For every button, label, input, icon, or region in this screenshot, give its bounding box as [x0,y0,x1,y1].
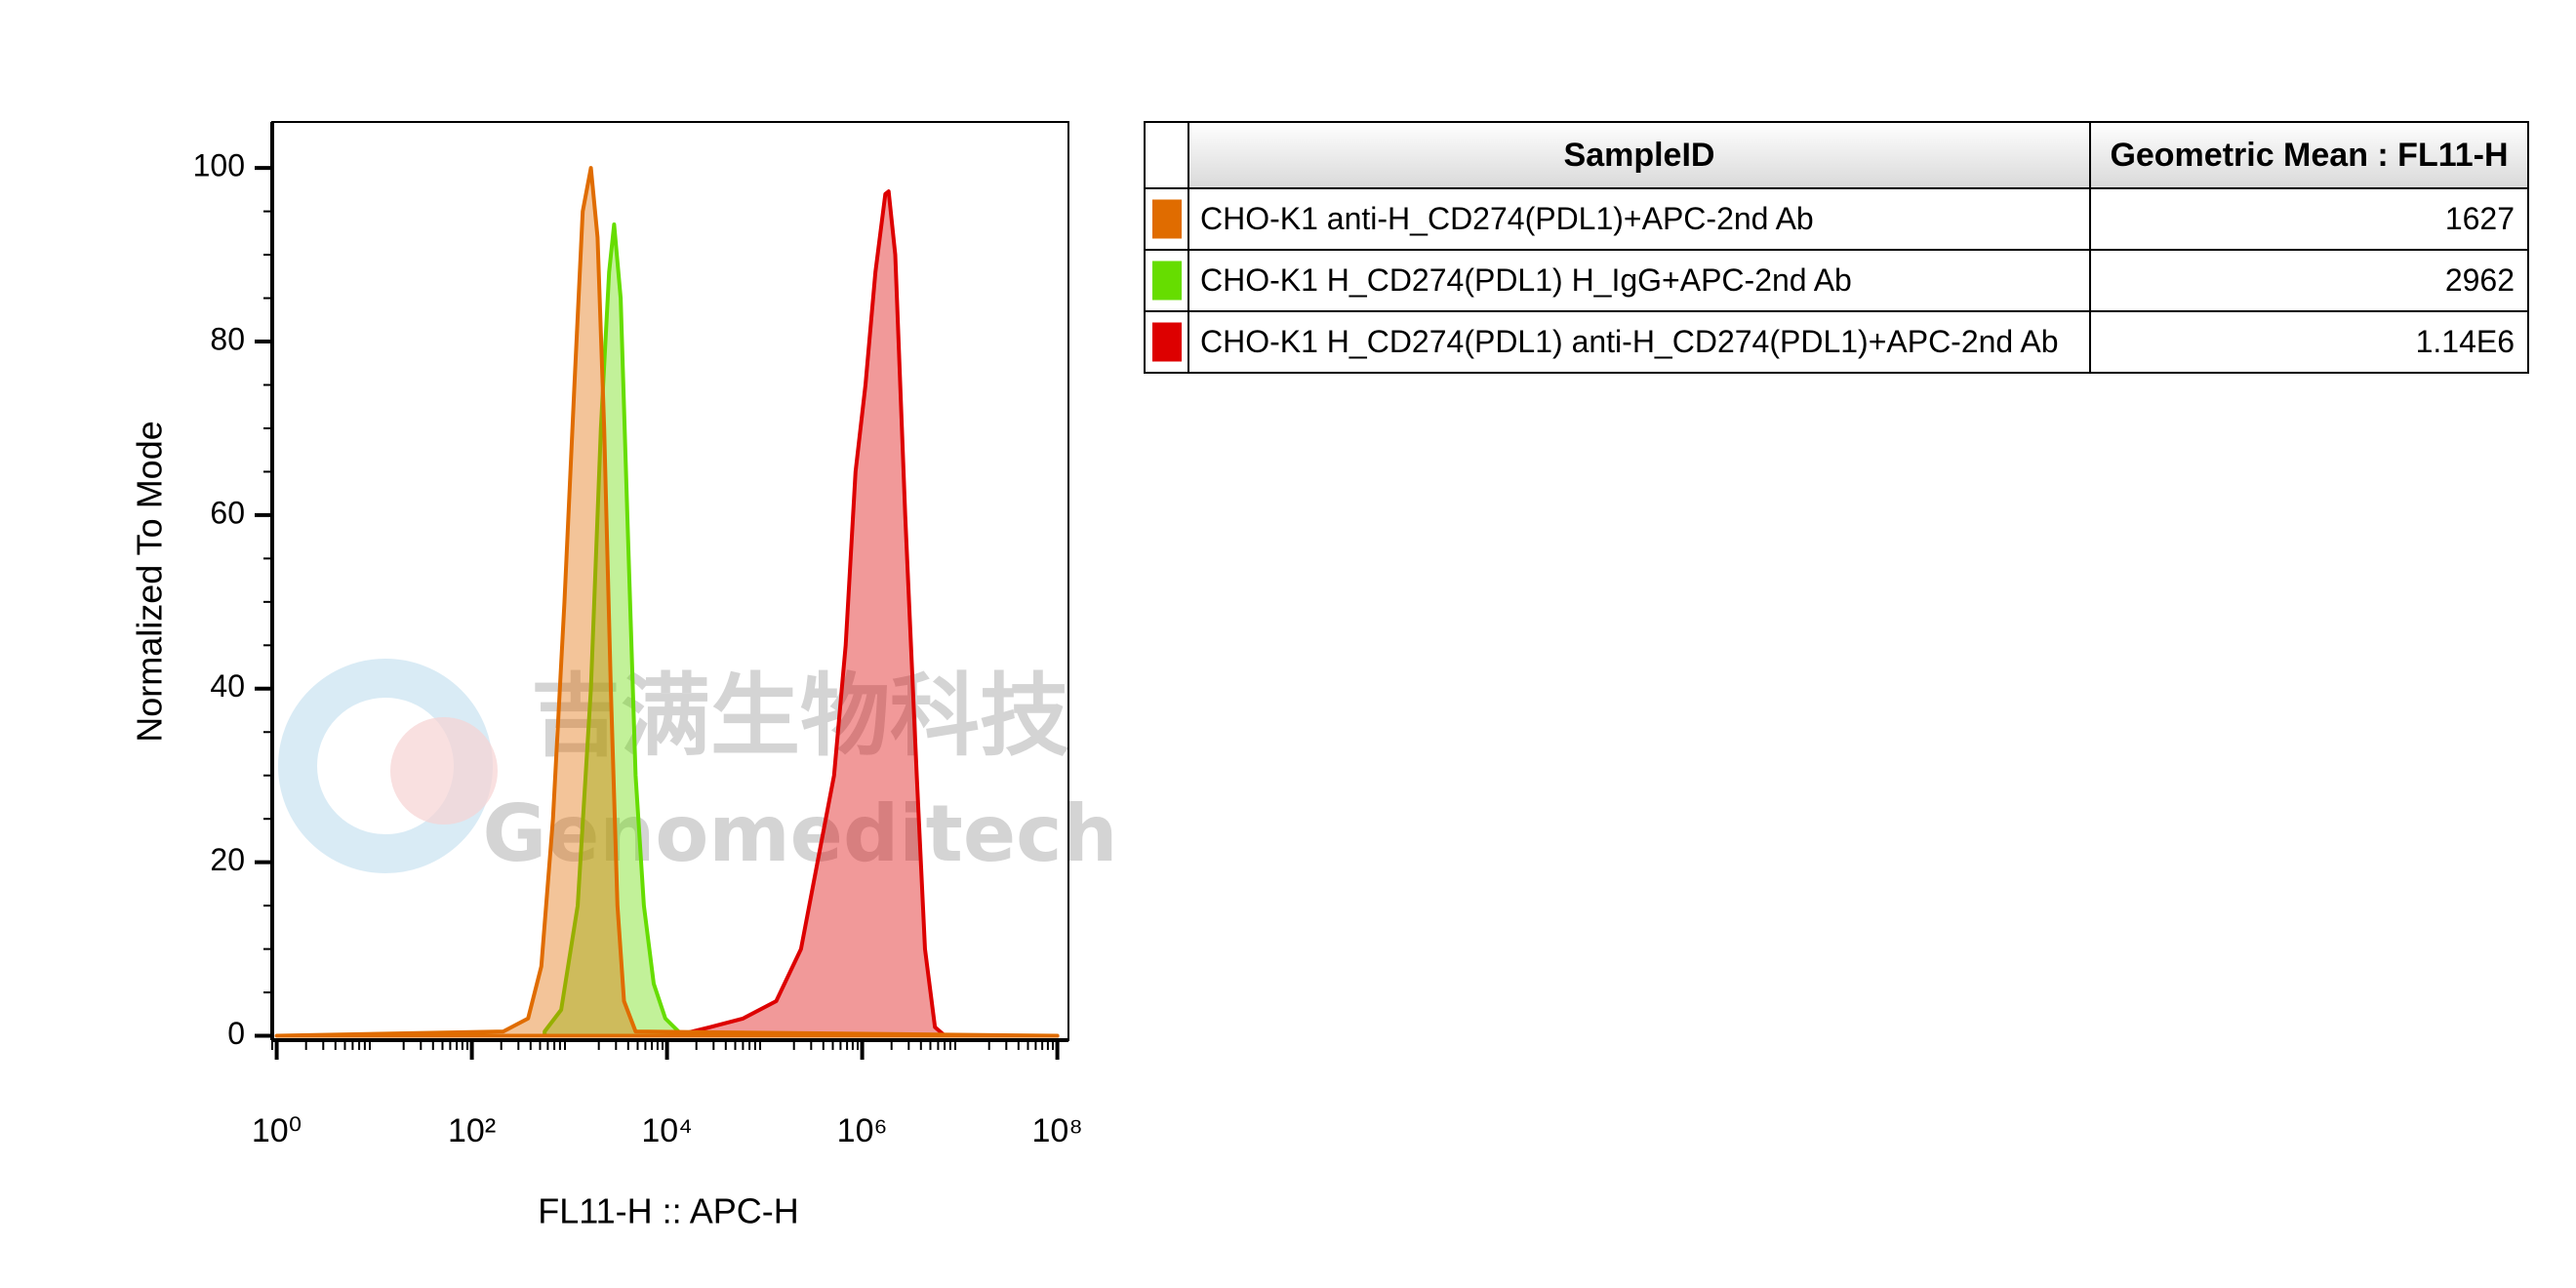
y-tick-label: 0 [227,1016,245,1051]
histogram-curve [683,189,947,1038]
watermark-text: 吉满生物科技 [531,664,1069,768]
watermark: 吉满生物科技 Genomeditech [278,659,1118,879]
table-value: 2962 [2445,262,2515,298]
y-axis-title: Normalized To Mode [130,421,170,742]
table-value: 1627 [2445,201,2515,236]
watermark-logo [390,717,498,825]
legend-swatch [1152,261,1182,301]
legend-label: CHO-K1 H_CD274(PDL1) H_IgG+APC-2nd Ab [1200,262,1852,298]
legend-swatch [1152,322,1182,362]
plot-frame [271,121,1069,1041]
histogram-curve [274,166,1060,1038]
y-tick-label: 60 [210,495,245,530]
x-tick-label: 10⁰ [252,1112,302,1149]
x-tick-label: 10⁴ [641,1112,692,1149]
table-header-bg [1188,122,2528,188]
table-header: Geometric Mean : FL11-H [2110,137,2508,174]
x-tick-label: 10⁸ [1032,1112,1083,1149]
table-header: SampleID [1564,137,1715,174]
y-tick-label: 100 [193,148,245,183]
y-tick-label: 20 [210,842,245,877]
table-value: 1.14E6 [2416,324,2515,359]
watermark-text: Genomeditech [482,788,1117,879]
y-tick-label: 80 [210,321,245,356]
x-axis-title: FL11-H :: APC-H [538,1191,798,1231]
histogram-curve [543,221,683,1038]
x-tick-label: 10⁶ [837,1112,888,1149]
legend-swatch [1152,199,1182,239]
legend-label: CHO-K1 H_CD274(PDL1) anti-H_CD274(PDL1)+… [1200,324,2058,359]
table-border [1144,121,2529,374]
legend-label: CHO-K1 anti-H_CD274(PDL1)+APC-2nd Ab [1200,201,1814,236]
x-tick-label: 10² [448,1112,496,1149]
y-tick-label: 40 [210,668,245,704]
